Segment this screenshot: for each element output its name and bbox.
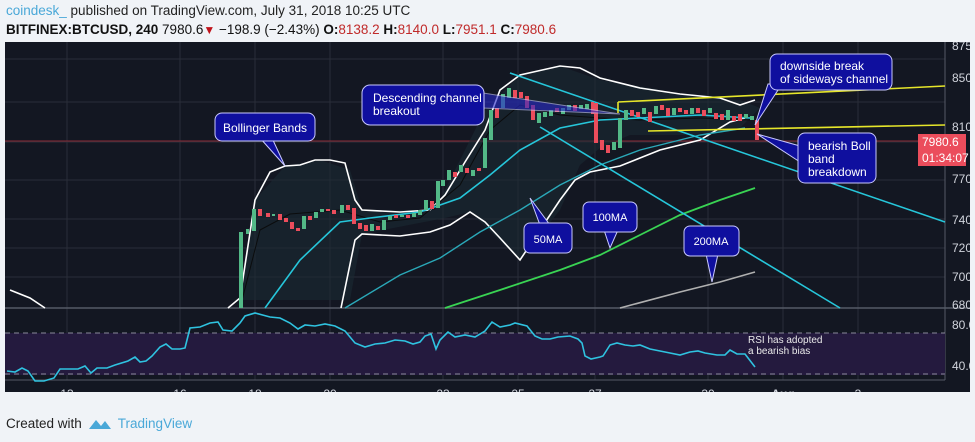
price-chart: Bollinger Bands Descending channel break… <box>5 39 975 401</box>
sideways-channel <box>617 85 946 132</box>
svg-text:3: 3 <box>855 387 862 392</box>
last-price-tag <box>918 134 966 150</box>
rsi-axis[interactable]: 80.0000 40.0000 <box>952 318 975 373</box>
author-link[interactable]: coindesk_ <box>6 3 67 18</box>
high-value: 8140.0 <box>397 22 439 37</box>
callout-downside-break[interactable]: downside break of sideways channel <box>754 53 893 126</box>
rsi-line <box>6 312 756 382</box>
callout-bollinger[interactable]: Bollinger Bands <box>214 112 316 167</box>
open-value: 8138.2 <box>338 22 380 37</box>
low-value: 7951.1 <box>455 22 497 37</box>
svg-text:8750.0: 8750.0 <box>952 42 970 53</box>
callout-200ma-text: 200MA <box>694 236 730 248</box>
svg-text:13: 13 <box>60 387 74 392</box>
high-label: H: <box>383 22 398 37</box>
rsi-note-1: RSI has adopted <box>748 335 823 346</box>
last-price-tag-text: 7980.6 <box>922 135 959 149</box>
svg-text:16: 16 <box>173 387 187 392</box>
price-axis[interactable]: 8750.0 8500.0 8100.0 7700.0 7400.0 7200.… <box>952 39 975 312</box>
svg-text:40.0000: 40.0000 <box>952 359 970 373</box>
svg-text:25: 25 <box>511 387 525 392</box>
svg-text:7200.0: 7200.0 <box>952 241 970 255</box>
svg-text:30: 30 <box>701 387 715 392</box>
publish-info: published on TradingView.com, July 31, 2… <box>66 3 411 18</box>
symbol-label: BITFINEX:BTCUSD, 240 <box>6 22 159 37</box>
svg-text:7400.0: 7400.0 <box>952 213 970 227</box>
open-label: O: <box>323 22 339 37</box>
ma200-line <box>619 271 756 309</box>
candles <box>239 88 759 308</box>
publish-line: coindesk_ published on TradingView.com, … <box>6 3 410 18</box>
callout-100ma[interactable]: 100MA <box>582 201 638 250</box>
callout-downside-text-1: downside break <box>780 59 865 73</box>
svg-text:8100.0: 8100.0 <box>952 120 970 134</box>
countdown-tag-text: 01:34:07 <box>922 151 969 165</box>
last-price: 7980.6 <box>162 22 204 37</box>
svg-text:20: 20 <box>323 387 337 392</box>
created-with-label: Created with <box>6 416 82 431</box>
close-value: 7980.6 <box>514 22 557 37</box>
svg-text:6800.0: 6800.0 <box>952 298 970 312</box>
tradingview-link[interactable]: TradingView <box>117 416 193 431</box>
callout-boll-text-2: band <box>808 152 835 166</box>
price-change: −198.9 (−2.43%) <box>219 22 320 37</box>
low-label: L: <box>442 22 456 37</box>
callout-boll-breakdown[interactable]: bearish Boll band breakdown <box>756 132 877 184</box>
svg-text:Aug: Aug <box>771 387 794 392</box>
callout-50ma[interactable]: 50MA <box>523 197 573 254</box>
rsi-band <box>5 333 945 375</box>
ma100-line <box>444 187 756 309</box>
callout-descending-text-2: breakout <box>373 104 420 118</box>
callout-boll-text-3: breakdown <box>808 165 867 179</box>
callout-bollinger-text: Bollinger Bands <box>223 121 307 135</box>
svg-text:27: 27 <box>588 387 602 392</box>
svg-text:80.0000: 80.0000 <box>952 318 970 332</box>
countdown-tag <box>918 150 966 166</box>
symbol-line: BITFINEX:BTCUSD, 240 7980.6▼ −198.9 (−2.… <box>6 22 556 37</box>
ma-line-secondary <box>344 127 746 309</box>
svg-text:7000.0: 7000.0 <box>952 270 970 284</box>
rsi-note-2: a bearish bias <box>748 346 810 357</box>
callout-descending-text-1: Descending channel <box>373 91 482 105</box>
chart-canvas[interactable]: Bollinger Bands Descending channel break… <box>5 39 975 401</box>
svg-text:23: 23 <box>436 387 450 392</box>
footer: Created with TradingView <box>6 416 192 431</box>
tradingview-logo-icon <box>88 419 111 429</box>
down-arrow-icon: ▼ <box>203 23 216 37</box>
svg-text:18: 18 <box>248 387 262 392</box>
svg-text:7700.0: 7700.0 <box>952 172 970 186</box>
callout-downside-text-2: of sideways channel <box>780 72 888 86</box>
time-axis[interactable]: 13 16 18 20 23 25 27 30 Aug 3 <box>60 387 862 401</box>
callout-descending[interactable]: Descending channel breakout <box>361 84 621 126</box>
callout-100ma-text: 100MA <box>593 212 629 224</box>
descending-channel <box>509 72 946 309</box>
callout-boll-text-1: bearish Boll <box>808 139 871 153</box>
callout-200ma[interactable]: 200MA <box>683 225 740 283</box>
callout-50ma-text: 50MA <box>534 234 563 246</box>
close-label: C: <box>500 22 515 37</box>
svg-text:8500.0: 8500.0 <box>952 71 970 85</box>
